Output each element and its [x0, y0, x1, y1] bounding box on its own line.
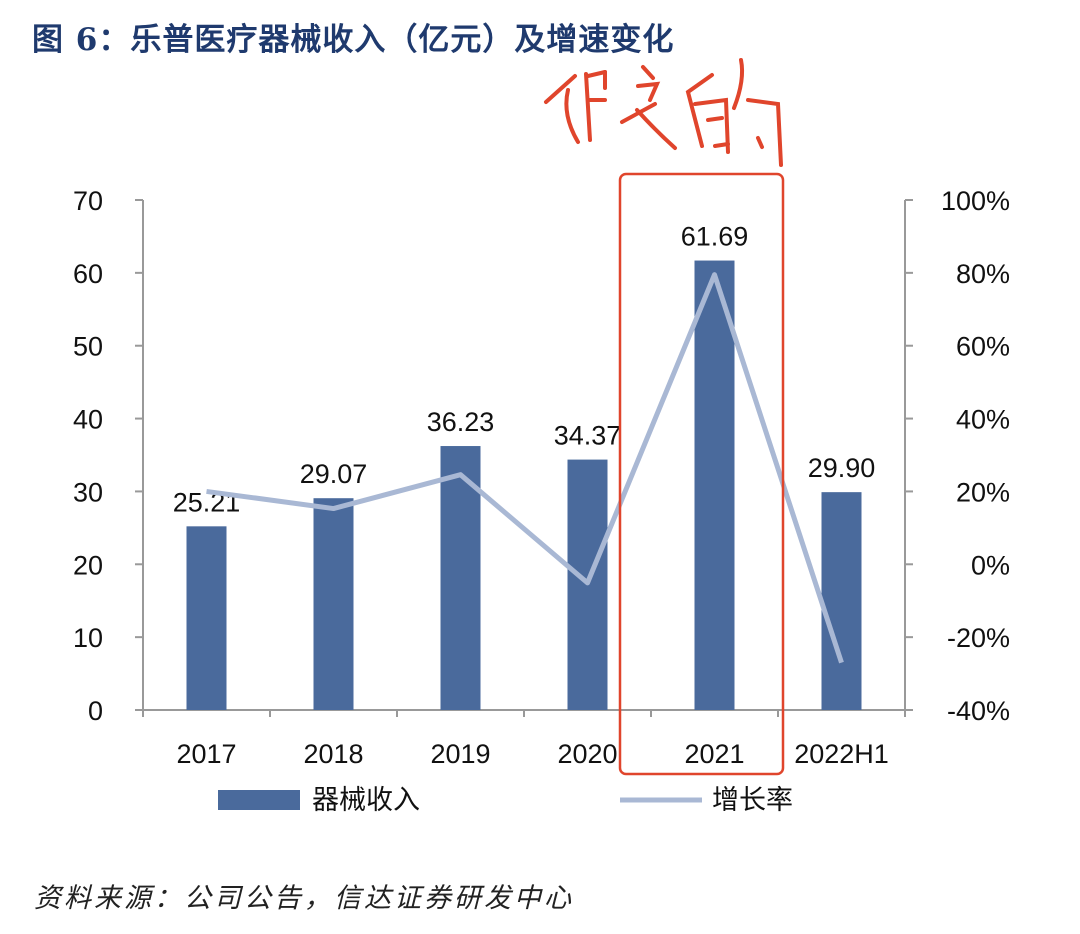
- left-tick-label: 30: [73, 477, 103, 507]
- right-tick-label: -20%: [947, 623, 1010, 653]
- handwriting-stroke: [584, 72, 592, 142]
- left-tick-label: 0: [88, 696, 103, 726]
- handwriting-stroke: [756, 136, 764, 149]
- bar-2022H1: [821, 492, 862, 710]
- handwriting-stroke: [746, 98, 783, 167]
- growth-line: [206, 272, 844, 664]
- handwriting-stroke: [685, 73, 714, 148]
- bar-2021: [694, 260, 735, 710]
- bar-data-label: 34.37: [554, 421, 622, 451]
- left-tick-label: 10: [73, 623, 103, 653]
- right-tick-label: 60%: [956, 332, 1010, 362]
- legend-label-bar: 器械收入: [312, 785, 420, 815]
- x-tick-label: 2019: [430, 739, 490, 769]
- handwriting-stroke: [713, 142, 730, 148]
- bar-data-label: 29.07: [300, 459, 368, 489]
- left-tick-label: 60: [73, 259, 103, 289]
- left-tick-label: 20: [73, 550, 103, 580]
- handwriting-stroke: [641, 65, 655, 80]
- right-tick-label: 80%: [956, 259, 1010, 289]
- x-tick-label: 2022H1: [794, 739, 889, 769]
- bar-data-label: 36.23: [427, 407, 495, 437]
- bar-2017: [186, 526, 227, 710]
- x-tick-label: 2020: [557, 739, 617, 769]
- right-tick-label: 20%: [956, 477, 1010, 507]
- bar-2019: [440, 446, 481, 710]
- left-tick-label: 70: [73, 186, 103, 216]
- handwriting-stroke: [732, 58, 745, 110]
- bar-data-label: 61.69: [681, 222, 749, 252]
- chart-title: 图 6：乐普医疗器械收入（亿元）及增速变化: [32, 22, 675, 58]
- bar-data-label: 29.90: [808, 453, 876, 483]
- right-tick-label: 100%: [941, 186, 1010, 216]
- handwriting-stroke: [564, 88, 580, 144]
- x-tick-label: 2021: [684, 739, 744, 769]
- legend-label-line: 增长率: [712, 785, 793, 815]
- highlight-box-2021: [618, 172, 785, 776]
- right-tick-label: -40%: [947, 696, 1010, 726]
- handwritten-annotation: [544, 58, 783, 167]
- left-tick-label: 50: [73, 332, 103, 362]
- right-tick-label: 0%: [971, 550, 1010, 580]
- handwriting-stroke: [544, 74, 577, 104]
- handwriting-stroke: [693, 97, 730, 154]
- handwriting-stroke: [586, 70, 607, 78]
- handwriting-stroke: [636, 81, 661, 102]
- x-tick-label: 2018: [303, 739, 363, 769]
- left-tick-label: 40: [73, 405, 103, 435]
- legend-swatch-bar: [218, 790, 300, 810]
- handwriting-stroke: [706, 116, 724, 122]
- handwriting-stroke: [635, 108, 677, 150]
- bar-2018: [313, 498, 354, 710]
- right-tick-label: 40%: [956, 405, 1010, 435]
- source-note: 资料来源：公司公告，信达证券研发中心: [34, 883, 574, 914]
- x-tick-label: 2017: [176, 739, 236, 769]
